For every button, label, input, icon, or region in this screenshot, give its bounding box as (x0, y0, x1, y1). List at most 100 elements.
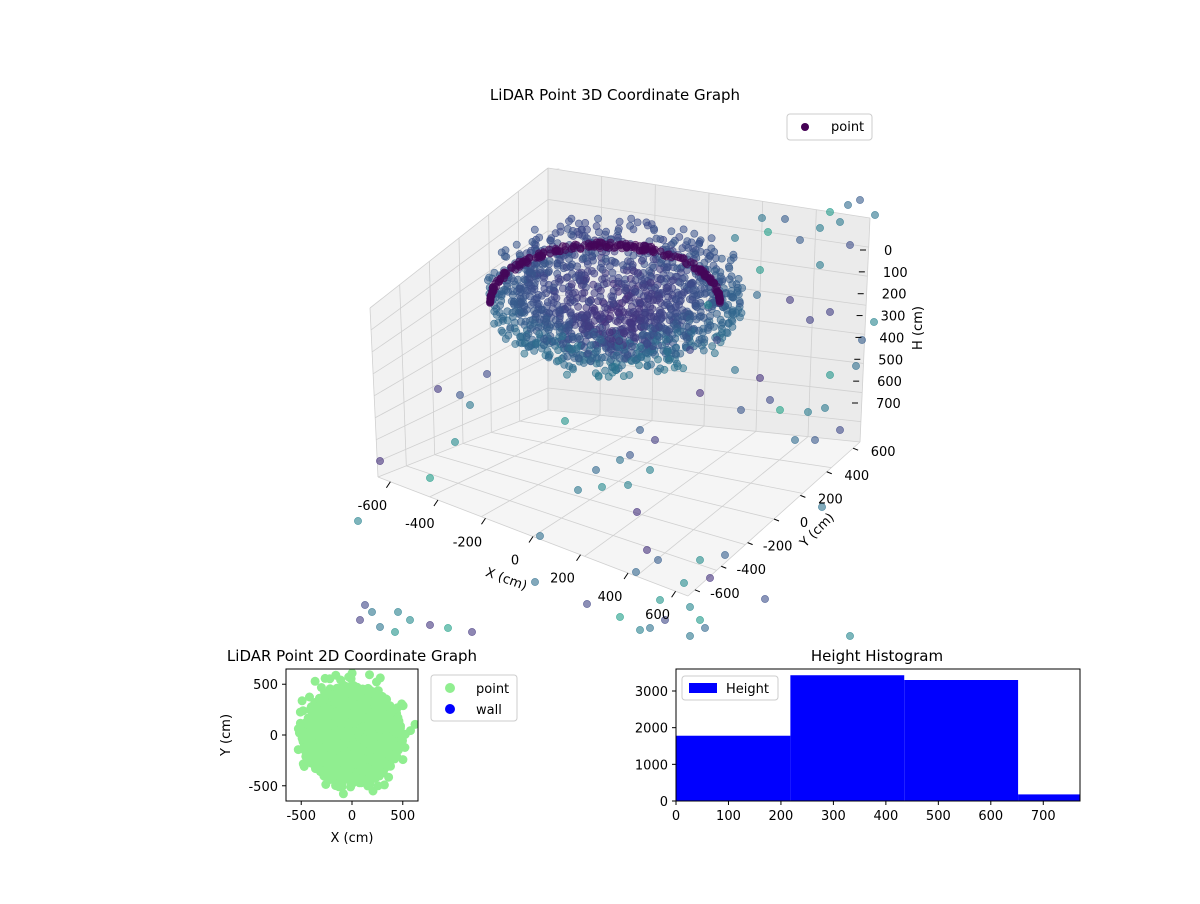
point-3d (540, 273, 548, 282)
point-3d (689, 279, 697, 288)
point-3d (686, 632, 694, 640)
scatter-2d-points (293, 669, 418, 799)
x-tick-label-3d: 400 (598, 590, 623, 605)
point-3d (710, 349, 719, 358)
point-3d (494, 318, 503, 327)
point-3d (530, 225, 539, 234)
point-3d (758, 214, 766, 222)
point-3d (607, 292, 616, 300)
point-3d (553, 261, 562, 270)
point-3d (604, 372, 613, 381)
point-3d (642, 348, 651, 357)
point-3d (592, 332, 601, 341)
point-3d (659, 235, 668, 244)
point-3d (686, 258, 695, 266)
point-cloud-3d (354, 196, 879, 640)
point-3d (497, 296, 506, 305)
point-3d (821, 404, 829, 412)
grid-line-3d (755, 201, 764, 432)
point-3d (635, 304, 644, 313)
point-3d (660, 301, 669, 310)
point-3d (525, 274, 534, 282)
point-3d (528, 284, 536, 293)
point-3d (675, 233, 684, 241)
point-3d (657, 259, 665, 267)
point-3d (525, 267, 534, 275)
point-3d (613, 317, 622, 326)
point-3d (647, 289, 656, 298)
point-3d (717, 254, 726, 263)
point-3d (826, 308, 834, 316)
point-3d (568, 289, 577, 298)
point-3d (434, 385, 442, 393)
point-3d (596, 292, 605, 301)
x-tick-label-2d: -500 (286, 809, 316, 824)
grid-line-3d (547, 167, 871, 219)
point-3d (736, 299, 744, 307)
y-tick-3d (852, 447, 859, 451)
point-2d (389, 704, 399, 714)
point-3d (601, 303, 609, 312)
point-3d (806, 316, 814, 324)
grid-line-3d (547, 409, 861, 443)
grid-line-3d (369, 307, 379, 478)
point-3d (683, 237, 692, 245)
point-3d (666, 311, 674, 320)
point-3d (376, 623, 384, 631)
point-3d (501, 246, 510, 255)
point-3d (559, 284, 567, 293)
point-3d (709, 279, 718, 287)
point-2d (379, 780, 389, 790)
x-tick-label-histogram: 200 (769, 809, 794, 824)
point-3d (544, 268, 553, 277)
point-3d (574, 486, 582, 494)
point-2d (348, 709, 357, 719)
point-3d (844, 201, 852, 209)
point-3d (565, 318, 574, 326)
point-3d (715, 288, 723, 297)
y-tick-label-3d: -400 (736, 563, 766, 578)
point-3d (533, 300, 542, 309)
point-3d (580, 318, 589, 327)
point-3d (607, 345, 615, 354)
point-3d (515, 260, 524, 269)
point-3d (651, 436, 659, 444)
z-axis-label-3d: H (cm) (911, 306, 926, 350)
point-2d (369, 755, 379, 764)
point-3d (426, 621, 434, 629)
point-3d (592, 466, 600, 474)
point-2d (297, 696, 307, 706)
histogram-bar (904, 680, 1019, 801)
point-3d (665, 356, 673, 365)
point-3d (721, 551, 729, 559)
point-2d (298, 734, 308, 744)
point-3d (871, 211, 879, 219)
ticks-2d: -500 0 500 -500 0 500 (248, 678, 415, 824)
point-2d (362, 703, 372, 713)
point-3d (576, 245, 585, 253)
point-3d (605, 328, 614, 337)
point-3d (676, 349, 685, 358)
point-3d (586, 341, 595, 350)
point-3d (490, 307, 499, 316)
point-2d (381, 730, 391, 740)
point-3d (646, 624, 654, 632)
point-3d (607, 256, 616, 265)
point-3d (816, 261, 824, 269)
point-3d (638, 331, 646, 340)
point-2d (338, 789, 348, 799)
point-3d (693, 303, 701, 312)
point-3d (686, 346, 694, 354)
point-3d (836, 218, 844, 226)
point-3d (575, 274, 584, 283)
point-3d (597, 336, 606, 345)
point-2d (318, 755, 328, 765)
point-3d (781, 215, 789, 223)
point-3d (616, 613, 624, 621)
point-3d (356, 616, 364, 624)
point-3d (361, 601, 369, 609)
point-3d (696, 616, 704, 624)
point-3d (583, 600, 591, 608)
point-3d (601, 366, 609, 375)
